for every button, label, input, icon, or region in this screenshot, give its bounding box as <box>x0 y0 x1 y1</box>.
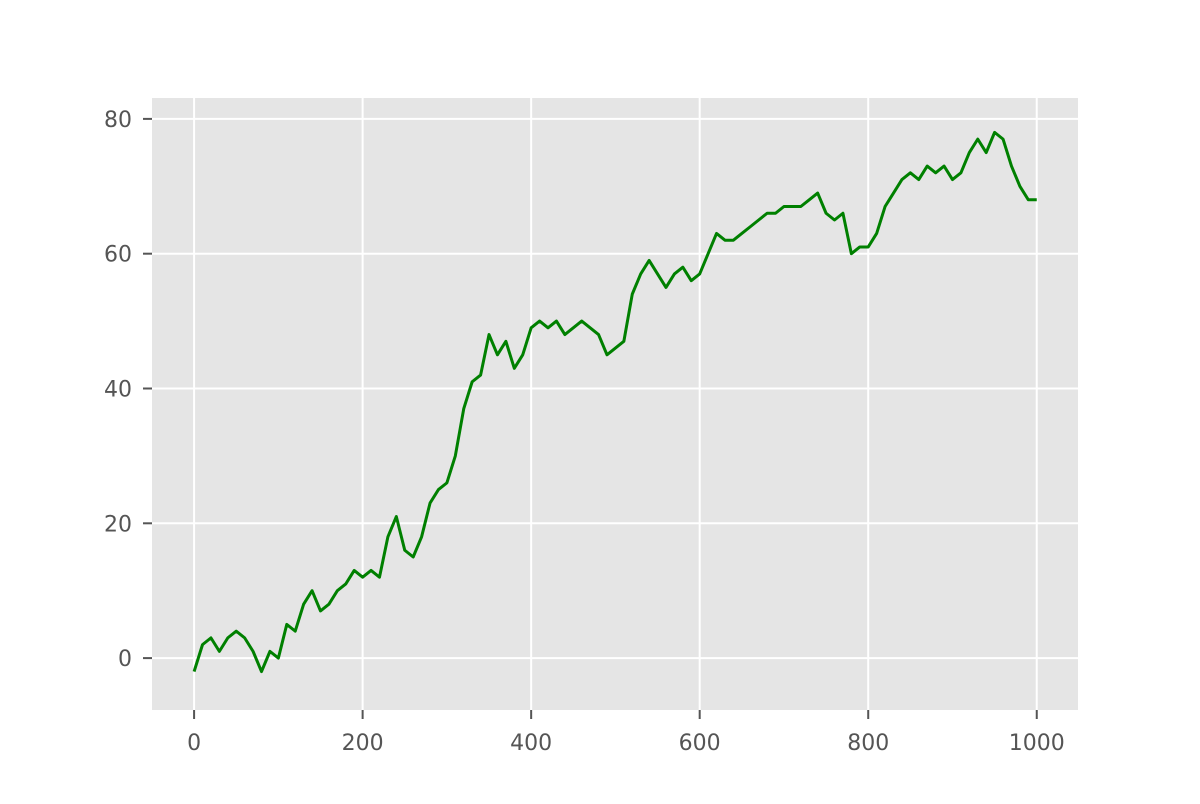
plot-area <box>152 98 1078 710</box>
y-tick-label: 40 <box>104 377 132 402</box>
y-tick-label: 20 <box>104 512 132 537</box>
x-tick-label: 200 <box>342 731 384 756</box>
x-tick-label: 800 <box>847 731 889 756</box>
x-tick-label: 400 <box>510 731 552 756</box>
y-tick-label: 80 <box>104 108 132 133</box>
x-tick-label: 1000 <box>1009 731 1065 756</box>
line <box>192 130 1037 674</box>
x-tick-label: 0 <box>187 731 201 756</box>
y-tick-label: 0 <box>118 647 132 672</box>
x-tick-label: 600 <box>679 731 721 756</box>
y-tick-label: 60 <box>104 243 132 268</box>
